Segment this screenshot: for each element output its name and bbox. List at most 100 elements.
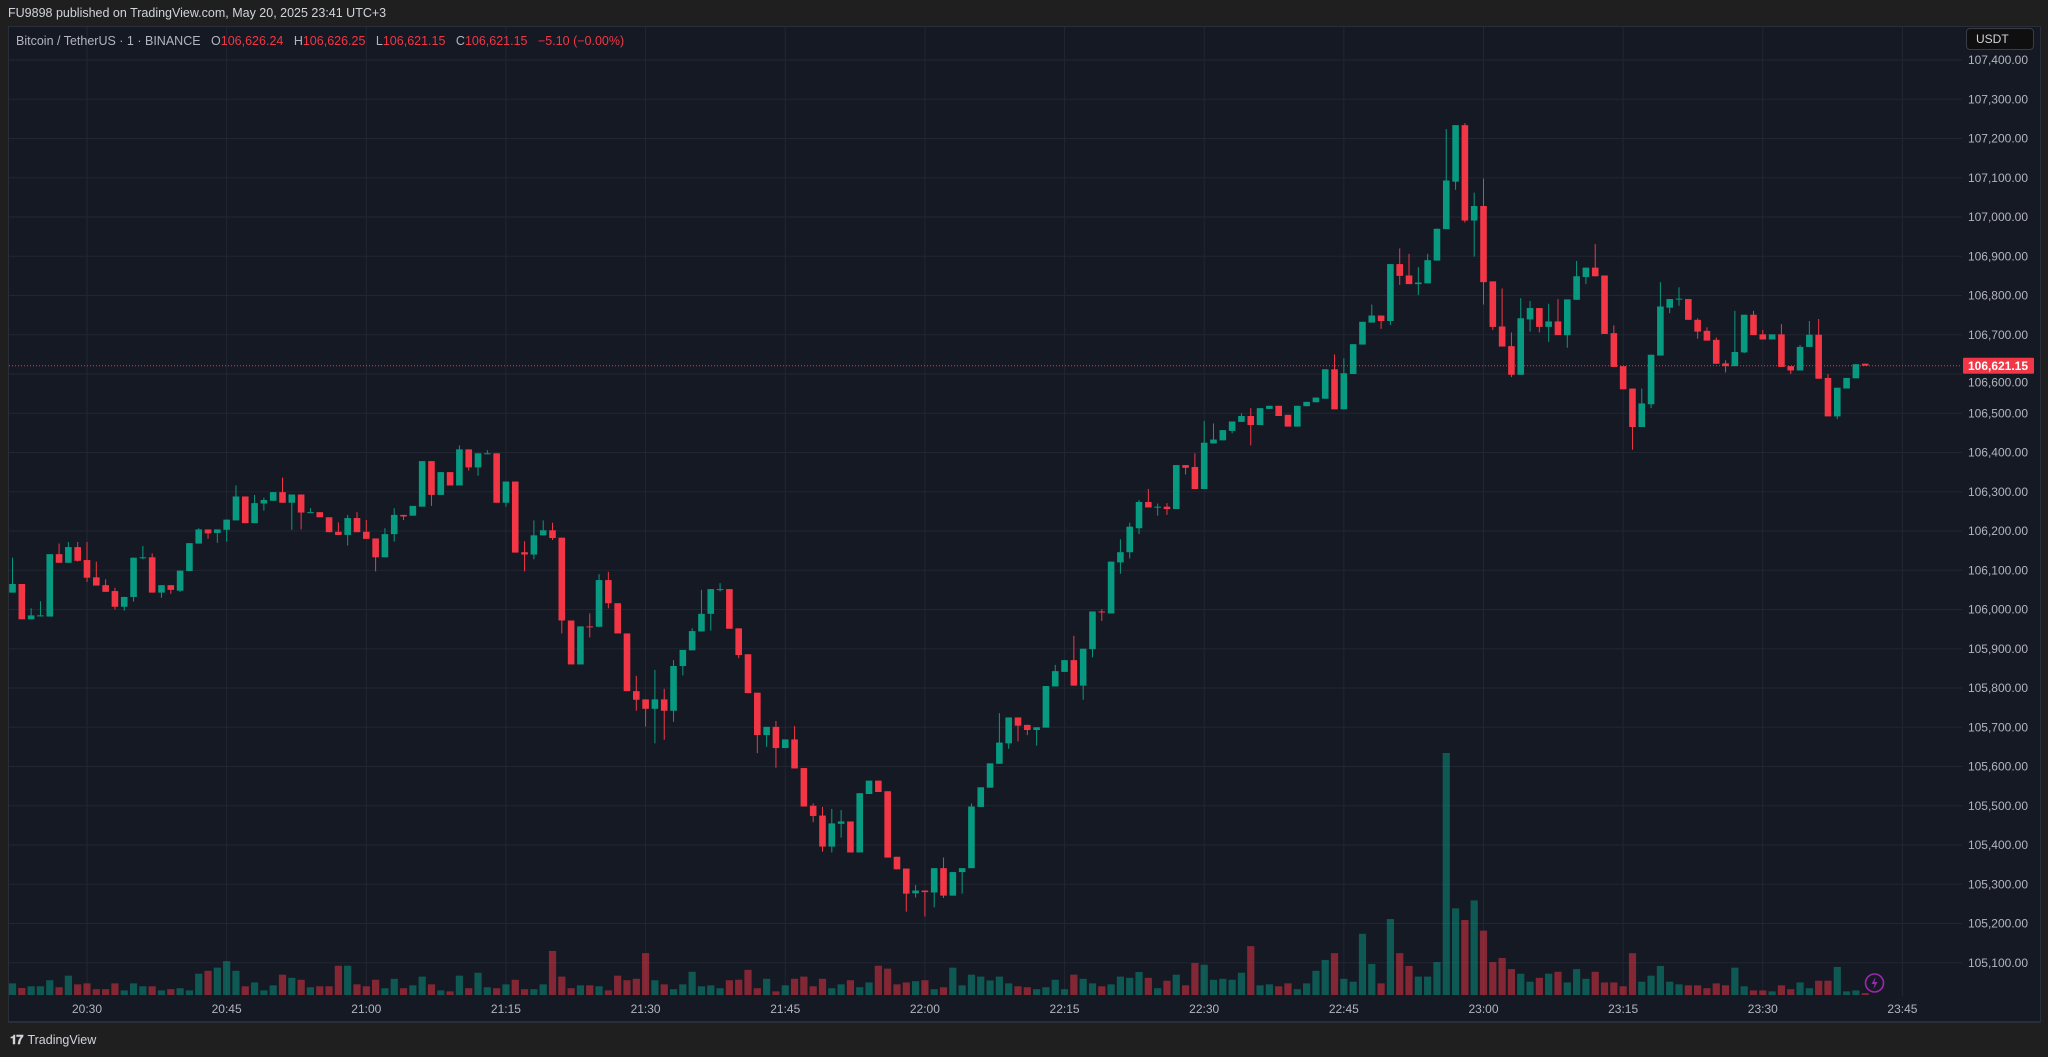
candle-body — [1675, 298, 1683, 300]
candle-body — [1117, 552, 1124, 563]
volume-bar — [1694, 985, 1702, 995]
price-tick-label: 105,200.00 — [1968, 917, 2028, 931]
volume-bar — [446, 991, 454, 995]
candle — [437, 472, 445, 495]
candle-body — [977, 787, 985, 807]
high-label: H — [293, 34, 303, 48]
candle — [632, 675, 640, 711]
volume-bar — [781, 985, 789, 995]
candle — [1666, 299, 1673, 314]
candle-body — [986, 763, 994, 788]
volume-bar — [1424, 976, 1432, 995]
candle — [856, 793, 864, 853]
candle — [46, 554, 54, 617]
volume-bar — [36, 986, 45, 995]
candle-body — [1852, 364, 1860, 379]
candle — [1685, 299, 1692, 320]
candle — [176, 570, 184, 592]
volume-bar — [1396, 953, 1404, 995]
time-tick-label: 23:00 — [1468, 1002, 1498, 1016]
time-axis: 20:30 20:45 21:00 21:15 21:30 21:45 22:00 22:15… — [9, 1002, 2040, 1023]
price-tick-label: 105,600.00 — [1968, 760, 2028, 774]
candle — [83, 541, 91, 583]
candle — [335, 522, 342, 535]
volume-bar — [1349, 981, 1357, 995]
candle — [1601, 275, 1608, 334]
candle-body — [409, 505, 417, 516]
candle — [1591, 244, 1599, 277]
candle-body — [1303, 401, 1310, 407]
candle-body — [316, 512, 324, 518]
candle — [37, 601, 44, 617]
candle-body — [1480, 206, 1487, 283]
candle-body — [1079, 648, 1087, 686]
candle — [1861, 363, 1869, 366]
candle-body — [27, 615, 35, 620]
volume-bar — [1005, 983, 1013, 995]
candle-body — [586, 626, 594, 628]
volume-bar — [1340, 978, 1348, 995]
volume-bar — [232, 970, 240, 995]
candle — [586, 613, 594, 638]
candle — [735, 628, 742, 659]
candle-body — [195, 529, 203, 544]
candle-body — [158, 585, 165, 593]
candle-body — [651, 699, 659, 709]
candle-body — [819, 815, 826, 847]
volume-bar — [1377, 983, 1385, 995]
volume-bar — [1256, 985, 1264, 995]
change-value: −5.10 (−0.00%) — [537, 34, 625, 48]
volume-bar — [83, 983, 91, 995]
volume-bar — [1405, 965, 1413, 995]
candle — [716, 583, 724, 592]
candle-body — [186, 543, 193, 572]
candle-body — [670, 666, 677, 711]
candle-body — [1182, 465, 1189, 468]
volume-bar — [1656, 965, 1664, 995]
candle-body — [735, 628, 742, 656]
brand-name: TradingView — [27, 1033, 97, 1047]
candle — [1200, 421, 1208, 490]
currency-button[interactable]: USDT — [1966, 28, 2034, 50]
lightning-bolt-icon — [1864, 973, 1885, 993]
candle-body — [1126, 526, 1134, 553]
candle — [1117, 539, 1124, 574]
candle — [670, 660, 677, 722]
candle — [93, 561, 100, 586]
candle — [1321, 369, 1329, 399]
candle — [539, 520, 547, 536]
candle — [1852, 364, 1860, 379]
volume-bar — [418, 976, 426, 995]
volume-bar — [865, 982, 873, 995]
symbol-title[interactable]: Bitcoin / TetherUS · 1 · BINANCE — [16, 34, 201, 48]
volume-bar — [1470, 900, 1478, 995]
candle — [251, 494, 258, 524]
candle — [148, 553, 156, 593]
candle — [260, 497, 268, 511]
volume-bar — [958, 985, 966, 995]
price-tick-label: 105,700.00 — [1968, 720, 2028, 734]
volume-bar — [269, 985, 277, 995]
volume-bar — [800, 976, 808, 995]
volume-bar — [1563, 982, 1571, 995]
candle — [763, 726, 770, 747]
candle — [223, 519, 230, 542]
volume-bar — [1116, 976, 1125, 995]
candle-body — [902, 868, 910, 894]
candle — [1266, 405, 1273, 409]
volume-bar — [558, 976, 566, 995]
candle-body — [1861, 363, 1869, 366]
candle-body — [204, 529, 212, 534]
candle — [614, 603, 621, 634]
time-tick-label: 21:15 — [491, 1002, 521, 1016]
candle — [1526, 300, 1534, 332]
candle — [521, 541, 528, 572]
candle — [1359, 321, 1366, 345]
candle-body — [1033, 727, 1040, 730]
volume-bar — [372, 979, 380, 995]
candle-body — [772, 726, 780, 749]
volume-bar — [921, 980, 929, 995]
candle-body — [1442, 180, 1450, 230]
volume-bar — [902, 982, 910, 995]
